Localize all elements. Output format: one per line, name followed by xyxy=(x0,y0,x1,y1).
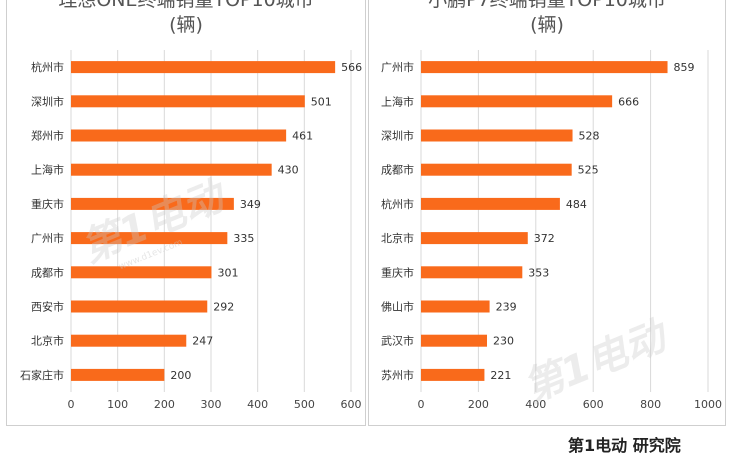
category-label: 上海市 xyxy=(31,163,64,177)
chart-unit-text: (辆) xyxy=(169,14,203,36)
bar-chart-lixiang-one: 0 100 200 300 400 500 600 杭州市 566 深圳市 501 郑州市 461 上海市… xyxy=(20,50,362,411)
x-tick-label: 800 xyxy=(640,398,661,411)
category-label: 北京市 xyxy=(31,334,64,348)
category-label: 北京市 xyxy=(381,231,414,245)
category-label: 深圳市 xyxy=(31,94,64,108)
x-tick-label: 600 xyxy=(583,398,604,411)
bar xyxy=(421,95,613,108)
data-label: 239 xyxy=(496,301,517,314)
data-label: 501 xyxy=(311,95,332,108)
bar xyxy=(71,129,287,142)
bar xyxy=(71,232,228,245)
category-label: 成都市 xyxy=(381,163,414,177)
data-label: 484 xyxy=(566,198,587,211)
data-label: 301 xyxy=(217,266,238,279)
x-tick-label: 400 xyxy=(247,398,268,411)
data-label: 859 xyxy=(674,61,695,74)
chart-title-text: 小鹏P7终端销量TOP10城市 xyxy=(428,0,666,11)
category-label: 广州市 xyxy=(381,60,414,74)
bar xyxy=(421,163,572,176)
bar xyxy=(71,95,305,108)
bar xyxy=(421,368,485,381)
data-label: 200 xyxy=(170,369,191,382)
data-label: 461 xyxy=(292,130,313,143)
bar xyxy=(71,61,336,74)
category-label: 佛山市 xyxy=(381,300,414,314)
bar xyxy=(71,197,234,210)
x-tick-label: 300 xyxy=(201,398,222,411)
category-label: 广州市 xyxy=(31,231,64,245)
data-label: 349 xyxy=(240,198,261,211)
category-label: 上海市 xyxy=(381,94,414,108)
category-label: 重庆市 xyxy=(381,265,414,279)
category-label: 成都市 xyxy=(31,265,64,279)
data-label: 247 xyxy=(192,335,213,348)
category-label: 西安市 xyxy=(31,300,64,314)
footer-logo: 第1电动 研究院 xyxy=(568,436,681,455)
bar xyxy=(71,266,212,279)
category-label: 杭州市 xyxy=(381,197,414,211)
x-tick-label: 200 xyxy=(468,398,489,411)
bar xyxy=(421,61,668,74)
bar xyxy=(71,368,165,381)
data-label: 525 xyxy=(578,164,599,177)
x-tick-label: 1000 xyxy=(694,398,722,411)
category-label: 苏州市 xyxy=(381,368,414,382)
data-label: 221 xyxy=(490,369,511,382)
x-tick-label: 500 xyxy=(294,398,315,411)
chart-title-text: 理想ONE终端销量TOP10城市 xyxy=(58,0,314,11)
bar xyxy=(71,163,272,176)
category-label: 武汉市 xyxy=(381,334,414,348)
bar xyxy=(71,300,208,313)
data-label: 430 xyxy=(278,164,299,177)
category-label: 重庆市 xyxy=(31,197,64,211)
x-tick-label: 0 xyxy=(418,398,425,411)
chart-unit-text: (辆) xyxy=(530,14,564,36)
bar xyxy=(421,266,523,279)
chart-panel-xpeng-p7: 小鹏P7终端销量TOP10城市 (辆) 0 200 400 600 800 1000 广州市… xyxy=(368,0,726,426)
data-label: 666 xyxy=(618,95,639,108)
chart-title-lixiang-one: 理想ONE终端销量TOP10城市 (辆) xyxy=(7,0,365,38)
category-label: 石家庄市 xyxy=(20,368,64,382)
data-label: 566 xyxy=(341,61,362,74)
bar xyxy=(421,197,560,210)
data-label: 230 xyxy=(493,335,514,348)
bar xyxy=(421,334,488,347)
bar-chart-xpeng-p7: 0 200 400 600 800 1000 广州市 859 上海市 666 深圳市 528 成都市 52… xyxy=(381,50,722,411)
bar xyxy=(71,334,187,347)
category-label: 深圳市 xyxy=(381,129,414,143)
bar xyxy=(421,129,573,142)
data-label: 528 xyxy=(579,130,600,143)
bar xyxy=(421,300,490,313)
data-label: 292 xyxy=(213,301,234,314)
chart-panel-lixiang-one: 理想ONE终端销量TOP10城市 (辆) 0 100 200 300 400 500 600… xyxy=(6,0,366,426)
x-tick-label: 200 xyxy=(154,398,175,411)
x-tick-label: 0 xyxy=(68,398,75,411)
x-tick-label: 100 xyxy=(107,398,128,411)
category-label: 杭州市 xyxy=(31,60,64,74)
data-label: 353 xyxy=(528,266,549,279)
x-tick-label: 600 xyxy=(341,398,362,411)
chart-title-xpeng-p7: 小鹏P7终端销量TOP10城市 (辆) xyxy=(369,0,725,38)
data-label: 372 xyxy=(534,232,555,245)
bar xyxy=(421,232,528,245)
data-label: 335 xyxy=(233,232,254,245)
x-tick-label: 400 xyxy=(525,398,546,411)
category-label: 郑州市 xyxy=(31,129,64,143)
